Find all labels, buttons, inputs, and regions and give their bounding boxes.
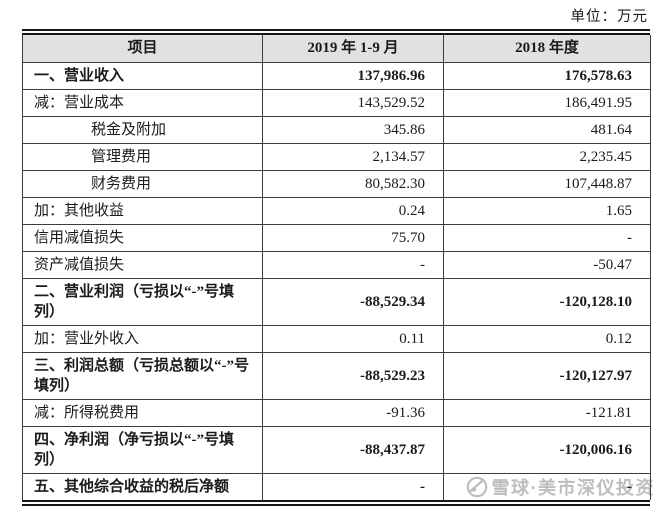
item-cell: 二、营业利润（亏损以“-”号填列） (22, 278, 263, 326)
value-cell-2019: 0.11 (262, 325, 444, 353)
value-cell-2018: 186,491.95 (443, 89, 651, 117)
table-row: 四、净利润（净亏损以“-”号填列） -88,437.87 -120,006.16 (22, 426, 651, 474)
value-cell-2018: -120,006.16 (443, 426, 651, 474)
value-cell-2018: 107,448.87 (443, 170, 651, 198)
value-cell-2018: - (443, 473, 651, 500)
value-cell-2019: 137,986.96 (262, 62, 444, 90)
table-body: 一、营业收入 137,986.96 176,578.63 减：营业成本 143,… (22, 62, 651, 500)
value-cell-2019: 80,582.30 (262, 170, 444, 198)
table-row: 资产减值损失 - -50.47 (22, 251, 651, 279)
item-cell: 一、营业收入 (22, 62, 263, 90)
value-cell-2019: - (262, 251, 444, 279)
item-cell: 加：营业外收入 (22, 325, 263, 353)
value-cell-2019: -88,529.23 (262, 352, 444, 400)
col-header-item: 项目 (22, 35, 263, 63)
value-cell-2019: -88,437.87 (262, 426, 444, 474)
item-cell: 五、其他综合收益的税后净额 (34, 478, 230, 495)
item-cell: 加：其他收益 (22, 197, 263, 225)
table-row: 五、其他综合收益的税后净额 - - (23, 473, 651, 500)
value-cell-2018: -120,128.10 (443, 278, 651, 326)
value-cell-2019: -91.36 (262, 399, 444, 427)
item-cell: 财务费用 (22, 170, 263, 198)
item-cell: 管理费用 (22, 143, 263, 171)
value-cell-2018: -120,127.97 (443, 352, 651, 400)
item-cell: 税金及附加 (22, 116, 263, 144)
table-row: 三、利润总额（亏损总额以“-”号填列） -88,529.23 -120,127.… (22, 352, 651, 400)
value-cell-2019: 2,134.57 (262, 143, 444, 171)
value-cell-2019: 75.70 (262, 224, 444, 252)
value-cell-2019: -88,529.34 (262, 278, 444, 326)
income-statement-table: 项目 2019 年 1-9 月 2018 年度 一、营业收入 137,986.9… (22, 29, 651, 506)
table-row: 税金及附加 345.86 481.64 (22, 116, 651, 144)
table-row: 减：营业成本 143,529.52 186,491.95 (22, 89, 651, 117)
table-row: 财务费用 80,582.30 107,448.87 (22, 170, 651, 198)
item-cell: 四、净利润（净亏损以“-”号填列） (22, 426, 263, 474)
value-cell-2018: -50.47 (443, 251, 651, 279)
table-top-double-border (22, 29, 650, 35)
value-cell-2019: 345.86 (262, 116, 444, 144)
item-cell: 减：营业成本 (22, 89, 263, 117)
value-cell-2018: - (443, 224, 651, 252)
table-row: 信用减值损失 75.70 - (22, 224, 651, 252)
table-row: 二、营业利润（亏损以“-”号填列） -88,529.34 -120,128.10 (22, 278, 651, 326)
value-cell-2019: 0.24 (262, 197, 444, 225)
item-cell: 信用减值损失 (22, 224, 263, 252)
table-row: 管理费用 2,134.57 2,235.45 (22, 143, 651, 171)
item-cell: 减：所得税费用 (22, 399, 263, 427)
value-cell-2018: 176,578.63 (443, 62, 651, 90)
col-header-2019: 2019 年 1-9 月 (262, 35, 444, 63)
table-row: 一、营业收入 137,986.96 176,578.63 (22, 62, 651, 90)
table-header-row: 项目 2019 年 1-9 月 2018 年度 (22, 35, 651, 63)
value-cell-2018: -121.81 (443, 399, 651, 427)
value-cell-2018: 2,235.45 (443, 143, 651, 171)
unit-label: 单位：万元 (570, 9, 648, 25)
item-cell: 三、利润总额（亏损总额以“-”号填列） (22, 352, 263, 400)
value-cell-2018: 1.65 (443, 197, 651, 225)
item-cell: 资产减值损失 (22, 251, 263, 279)
value-cell-2018: 0.12 (443, 325, 651, 353)
value-cell-2019: 143,529.52 (262, 89, 444, 117)
table-row: 减：所得税费用 -91.36 -121.81 (22, 399, 651, 427)
table-row: 加：营业外收入 0.11 0.12 (22, 325, 651, 353)
col-header-2018: 2018 年度 (443, 35, 651, 63)
table-row: 加：其他收益 0.24 1.65 (22, 197, 651, 225)
value-cell-2019: - (262, 473, 444, 500)
value-cell-2018: 481.64 (443, 116, 651, 144)
